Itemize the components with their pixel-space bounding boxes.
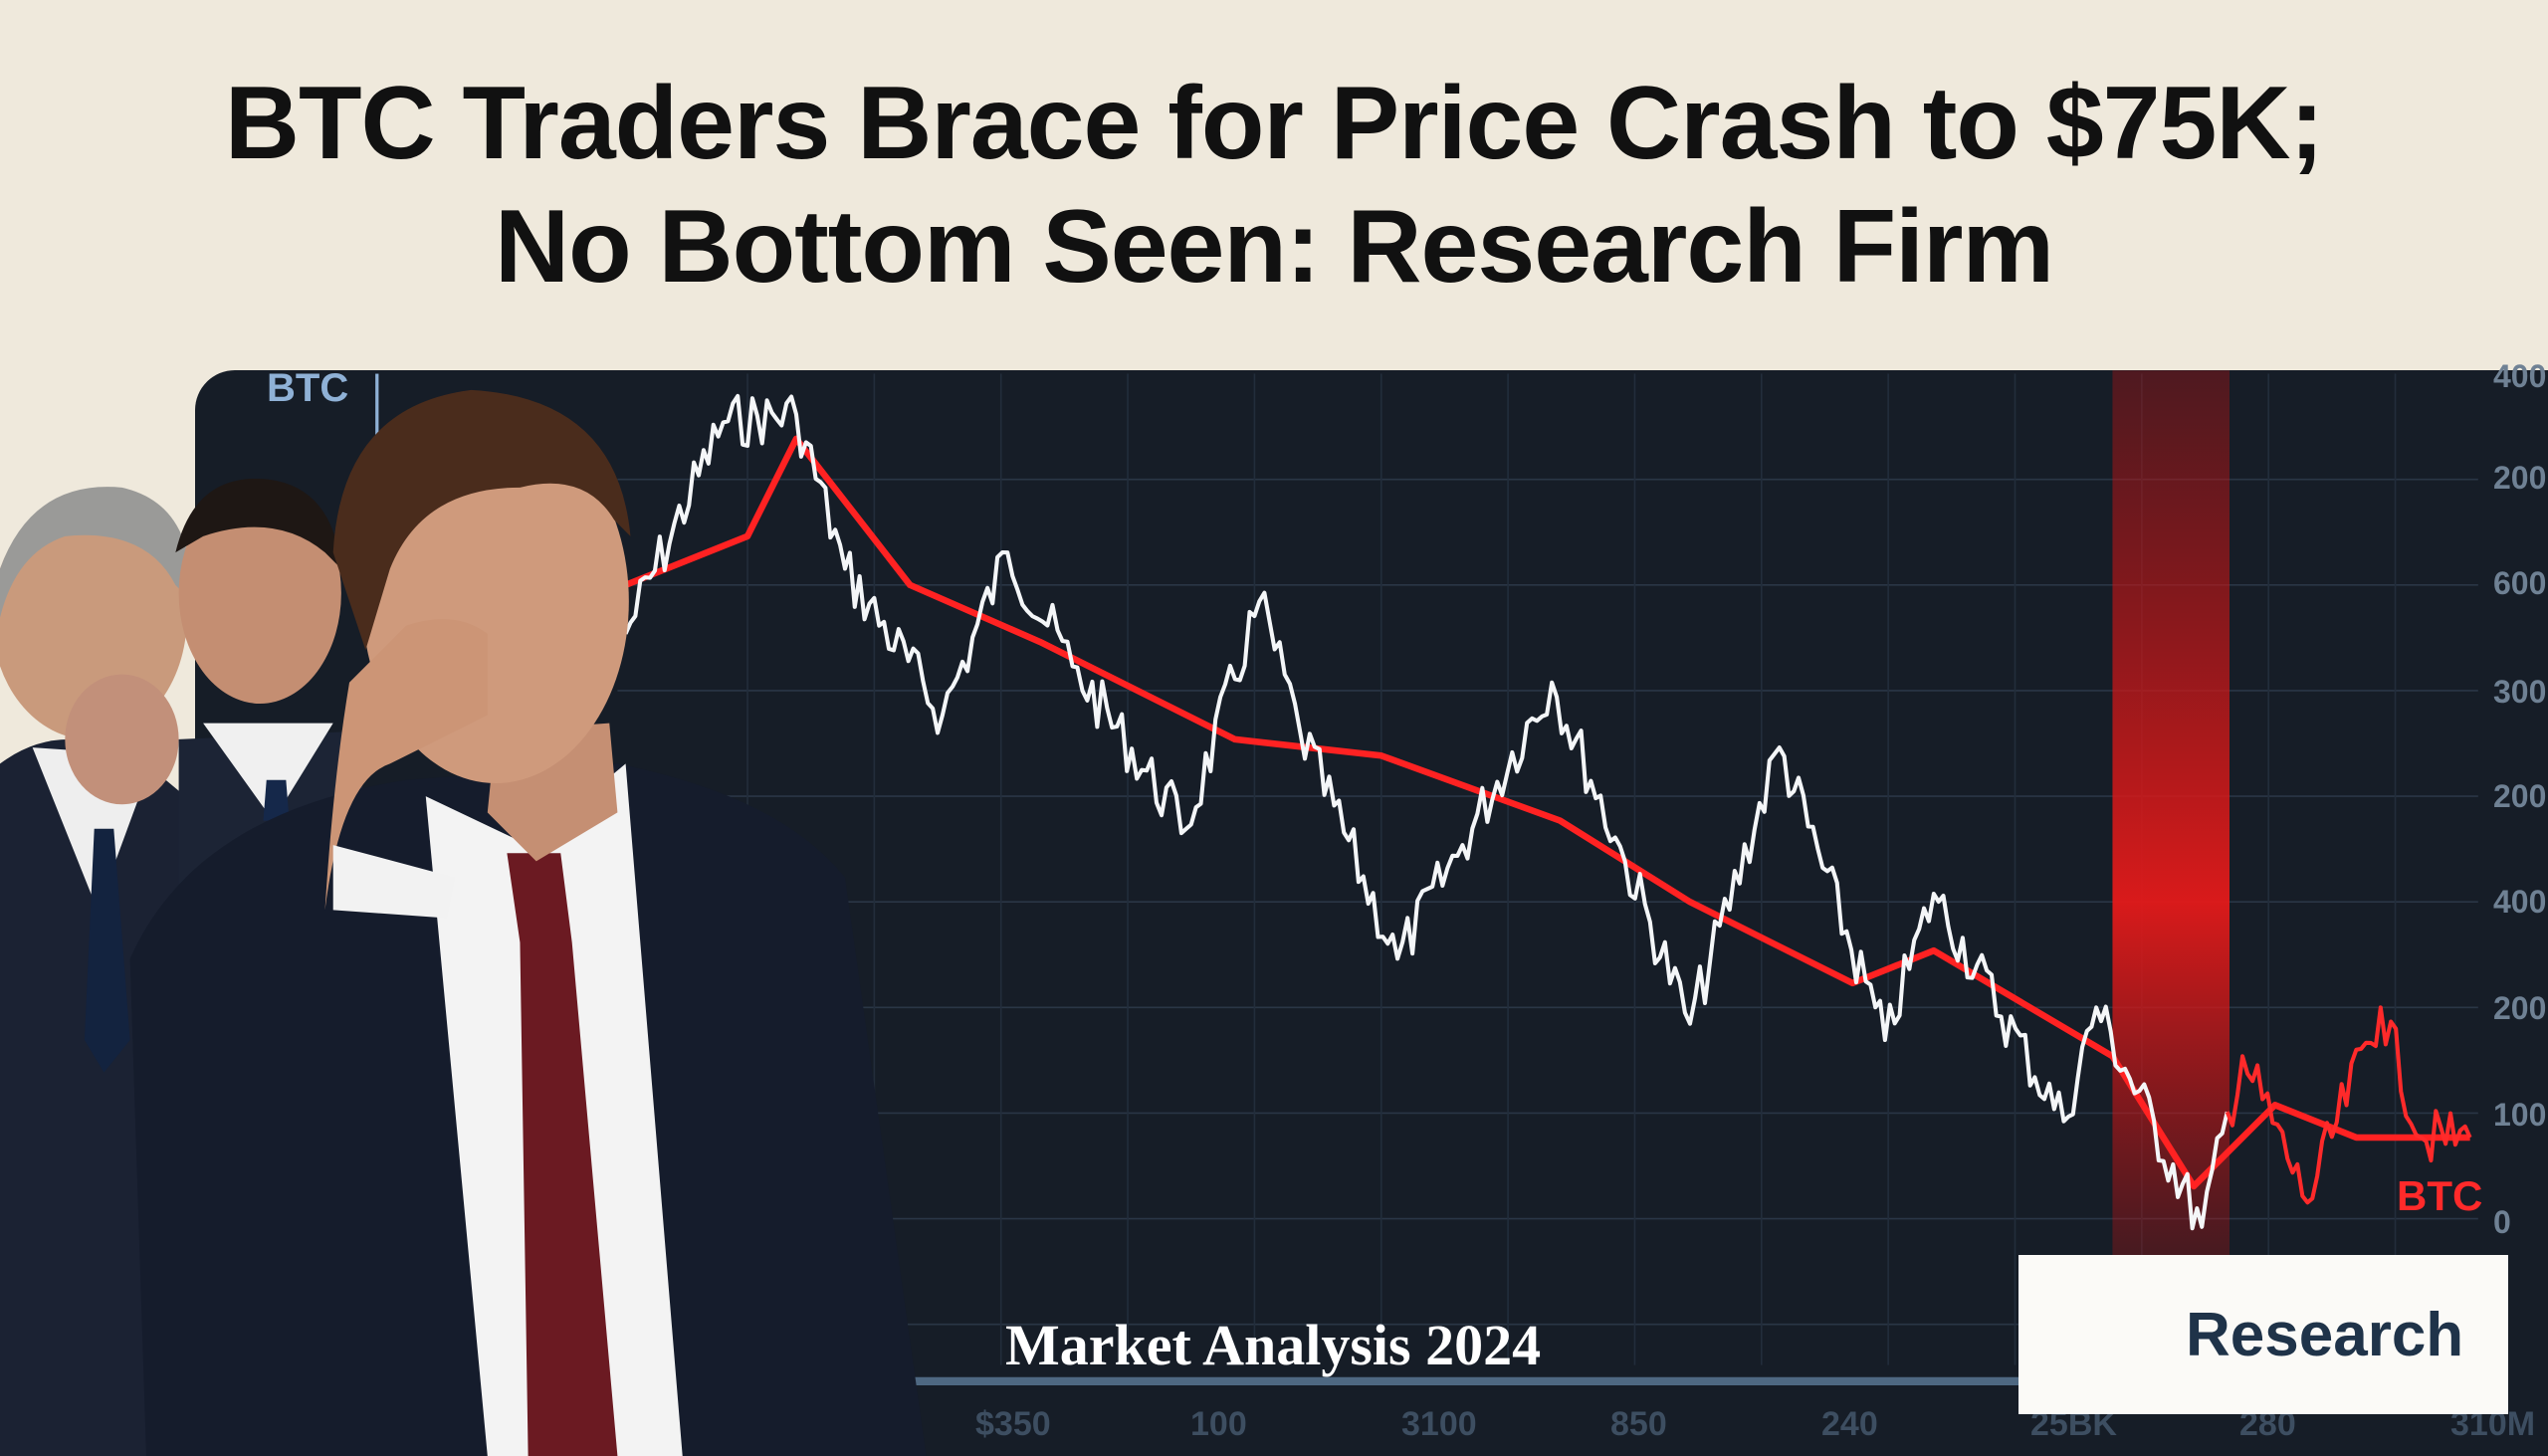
headline-line-2: No Bottom Seen: Research Firm <box>495 189 2054 305</box>
y-axis-label: 400 <box>2493 358 2547 394</box>
y-axis-label: 200 <box>2493 778 2547 814</box>
ticker-label: BTC <box>2397 1172 2483 1219</box>
y-axis-label: 400 <box>2493 884 2547 920</box>
price-line-red-segment <box>2225 1005 2472 1205</box>
ticker-symbol: BTC <box>267 366 349 410</box>
logo-text: Research <box>2186 1300 2464 1369</box>
x-axis-label: 100 <box>1190 1405 1247 1443</box>
y-axis-label: 300 <box>2493 674 2547 710</box>
highlight-band <box>2112 370 2230 1257</box>
headline: BTC Traders Brace for Price Crash to $75… <box>0 62 2548 309</box>
y-axis-label: 200 <box>2493 460 2547 496</box>
x-axis-label: 3100 <box>1401 1405 1477 1443</box>
x-axis-label: 850 <box>1610 1405 1667 1443</box>
research-logo: Research <box>2018 1255 2508 1414</box>
headline-line-1: BTC Traders Brace for Price Crash to $75… <box>224 66 2324 181</box>
caption: Market Analysis 2024 <box>1005 1313 1542 1377</box>
y-axis-label: 600 <box>2493 565 2547 601</box>
price-line <box>623 393 2230 1231</box>
x-axis-label: $350 <box>975 1405 1051 1443</box>
y-axis-label: 200 <box>2493 990 2547 1026</box>
y-axis-label: 0 <box>2493 1204 2511 1240</box>
y-axis-label: 100 <box>2493 1097 2547 1133</box>
x-axis-label: 240 <box>1821 1405 1878 1443</box>
trader-front <box>129 389 927 1456</box>
